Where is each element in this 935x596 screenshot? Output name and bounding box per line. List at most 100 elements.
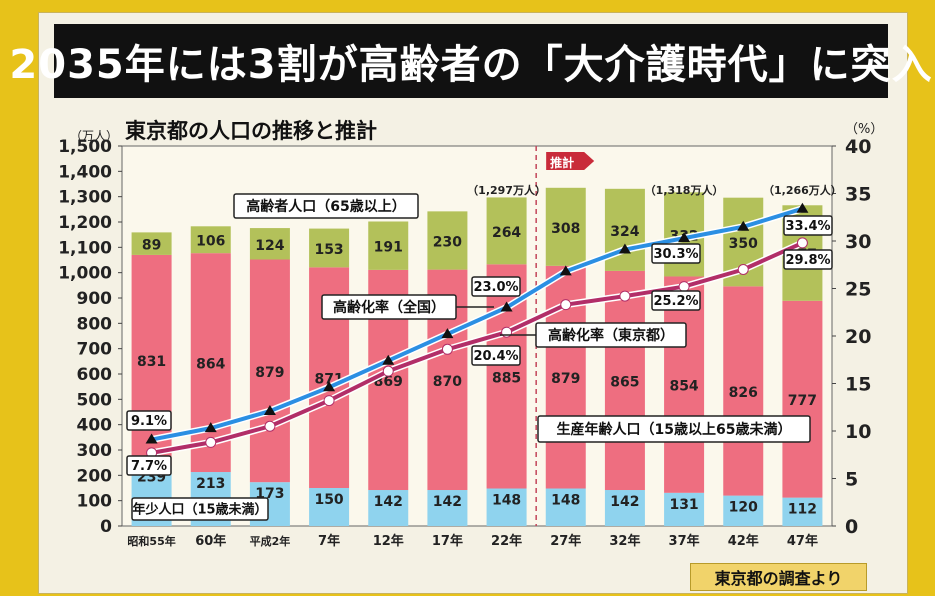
bar-value-elderly: 89 [142,238,161,254]
y-tick-left: 200 [77,466,113,486]
rate-label-nationwide: 23.0% [473,280,518,295]
rate-label-nationwide-box [651,243,701,264]
point-rate-tokyo [560,299,572,311]
bar-value-elderly: 124 [255,238,284,254]
rate-label-tokyo-box [126,455,172,476]
bar-elderly [131,232,172,255]
point-rate-tokyo [382,365,394,377]
point-rate-nationwide [263,405,276,416]
bar-young [368,490,409,526]
bar-value-young: 142 [374,494,403,510]
rate-label-tokyo: 20.4% [473,349,518,364]
rate-label-nationwide-box [126,410,172,431]
x-tick-label: 平成2年 [250,534,291,548]
series-label-rate-tokyo: 高齢化率（東京都） [548,327,674,344]
y-tick-left: 1,000 [58,264,112,284]
y-tick-right: 5 [845,469,858,491]
y-tick-left: 100 [77,492,113,512]
y-tick-right: 25 [845,279,871,301]
bar-young [723,495,764,526]
x-tick-label: 27年 [550,533,581,549]
bar-elderly [309,228,350,268]
rate-label-nationwide: 9.1% [131,414,167,429]
bar-value-young: 148 [551,493,580,509]
x-tick-label: 42年 [728,533,759,549]
title-bar: 2035年には3割が高齢者の「大介護時代」に突入 [9,24,932,98]
bar-value-young: 150 [314,492,343,508]
point-rate-nationwide [737,220,750,231]
y-tick-left: 1,500 [58,137,112,157]
bar-working [604,270,645,491]
chart-subtitle: 東京都の人口の推移と推計 [125,119,377,143]
y-tick-right: 40 [845,136,871,158]
bar-value-working: 864 [196,357,225,373]
bar-value-elderly: 106 [196,234,225,250]
y-tick-right: 35 [845,184,871,206]
bar-young [604,490,645,526]
point-rate-nationwide [618,243,631,254]
bar-young [545,488,586,526]
rate-label-tokyo: 29.8% [785,253,830,268]
y-axis-left-unit: （万人） [70,129,118,143]
x-tick-label: 7年 [318,533,340,549]
bar-value-working: 854 [669,379,698,395]
bar-value-working: 831 [137,354,166,370]
point-rate-tokyo [678,281,690,293]
bar-working [249,259,290,483]
bar-elderly [427,211,468,270]
x-tick-label: 22年 [491,533,522,549]
total-label: （1,266万人） [763,183,842,197]
bar-value-working: 870 [433,374,462,390]
bar-elderly [368,221,409,270]
forecast-label: 推計 [550,155,574,170]
rate-label-tokyo-box [783,249,833,270]
line-rate-tokyo [151,241,804,455]
bar-value-young: 213 [196,476,225,492]
bar-value-elderly: 350 [729,236,758,252]
bar-young [427,490,468,526]
total-label: （1,318万人） [645,183,724,197]
point-rate-nationwide [500,301,513,312]
y-tick-left: 1,400 [58,162,112,182]
bar-young [664,492,705,526]
point-rate-nationwide [382,354,395,365]
bar-elderly [249,228,290,260]
y-tick-right: 10 [845,421,871,443]
bar-value-elderly: 324 [610,224,639,240]
y-tick-left: 1,300 [58,188,112,208]
bar-value-elderly: 153 [314,242,343,258]
bar-value-elderly: 191 [374,240,403,256]
rate-label-nationwide: 33.4% [785,219,830,234]
total-label: （1,297万人） [467,183,546,197]
y-tick-left: 900 [77,289,113,309]
bar-elderly [190,226,231,254]
point-rate-nationwide [559,265,572,276]
page-title: 2035年には3割が高齢者の「大介護時代」に突入 [9,42,933,88]
y-tick-left: 800 [77,314,113,334]
bar-value-young: 142 [433,494,462,510]
x-tick-label: 12年 [373,533,404,549]
y-tick-left: 300 [77,441,113,461]
point-rate-nationwide [145,433,158,444]
bar-value-young: 142 [610,494,639,510]
x-tick-label: 60年 [195,533,226,549]
series-label-working: 生産年齢人口（15歳以上65歳未満） [557,421,792,438]
bar-value-working: 777 [788,393,817,409]
bar-working [723,286,764,496]
point-rate-nationwide [441,328,454,339]
bar-value-elderly: 264 [492,225,521,241]
x-tick-label: 47年 [787,533,818,549]
y-tick-left: 600 [77,365,113,385]
bar-young [486,488,527,526]
bar-value-working: 879 [551,371,580,387]
series-label-rate-nationwide: 高齢化率（全国） [333,299,445,316]
y-tick-left: 0 [100,517,112,537]
series-label-working-box [537,415,811,443]
rate-label-tokyo: 25.2% [653,294,698,309]
bar-value-young: 120 [729,500,758,516]
y-tick-left: 1,100 [58,238,112,258]
y-tick-right: 15 [845,374,871,396]
series-label-elderly: 高齢者人口（65歳以上） [246,198,405,215]
rate-label-tokyo-box [651,290,701,311]
